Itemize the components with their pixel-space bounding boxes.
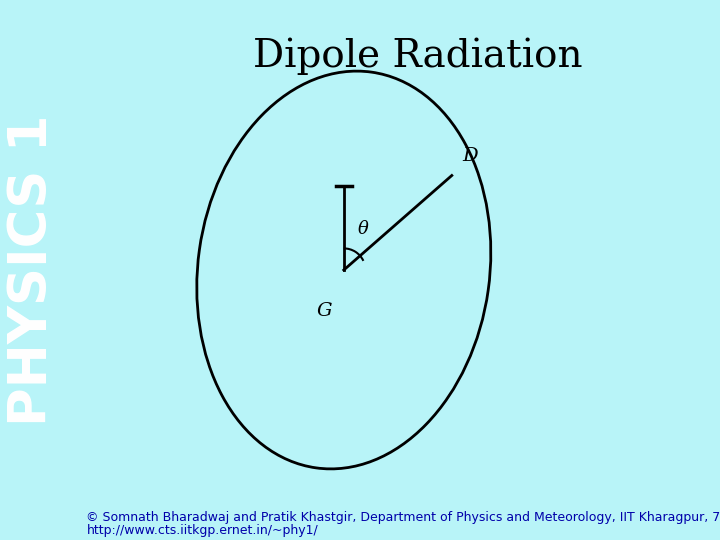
Text: © Somnath Bharadwaj and Pratik Khastgir, Department of Physics and Meteorology, : © Somnath Bharadwaj and Pratik Khastgir,… — [86, 511, 720, 524]
Text: http://www.cts.iitkgp.ernet.in/~phy1/: http://www.cts.iitkgp.ernet.in/~phy1/ — [86, 524, 318, 537]
Text: G: G — [317, 302, 333, 320]
Text: D: D — [462, 147, 478, 165]
Text: θ: θ — [357, 220, 368, 238]
Text: PHYSICS 1: PHYSICS 1 — [6, 114, 58, 426]
Text: Dipole Radiation: Dipole Radiation — [253, 38, 582, 75]
